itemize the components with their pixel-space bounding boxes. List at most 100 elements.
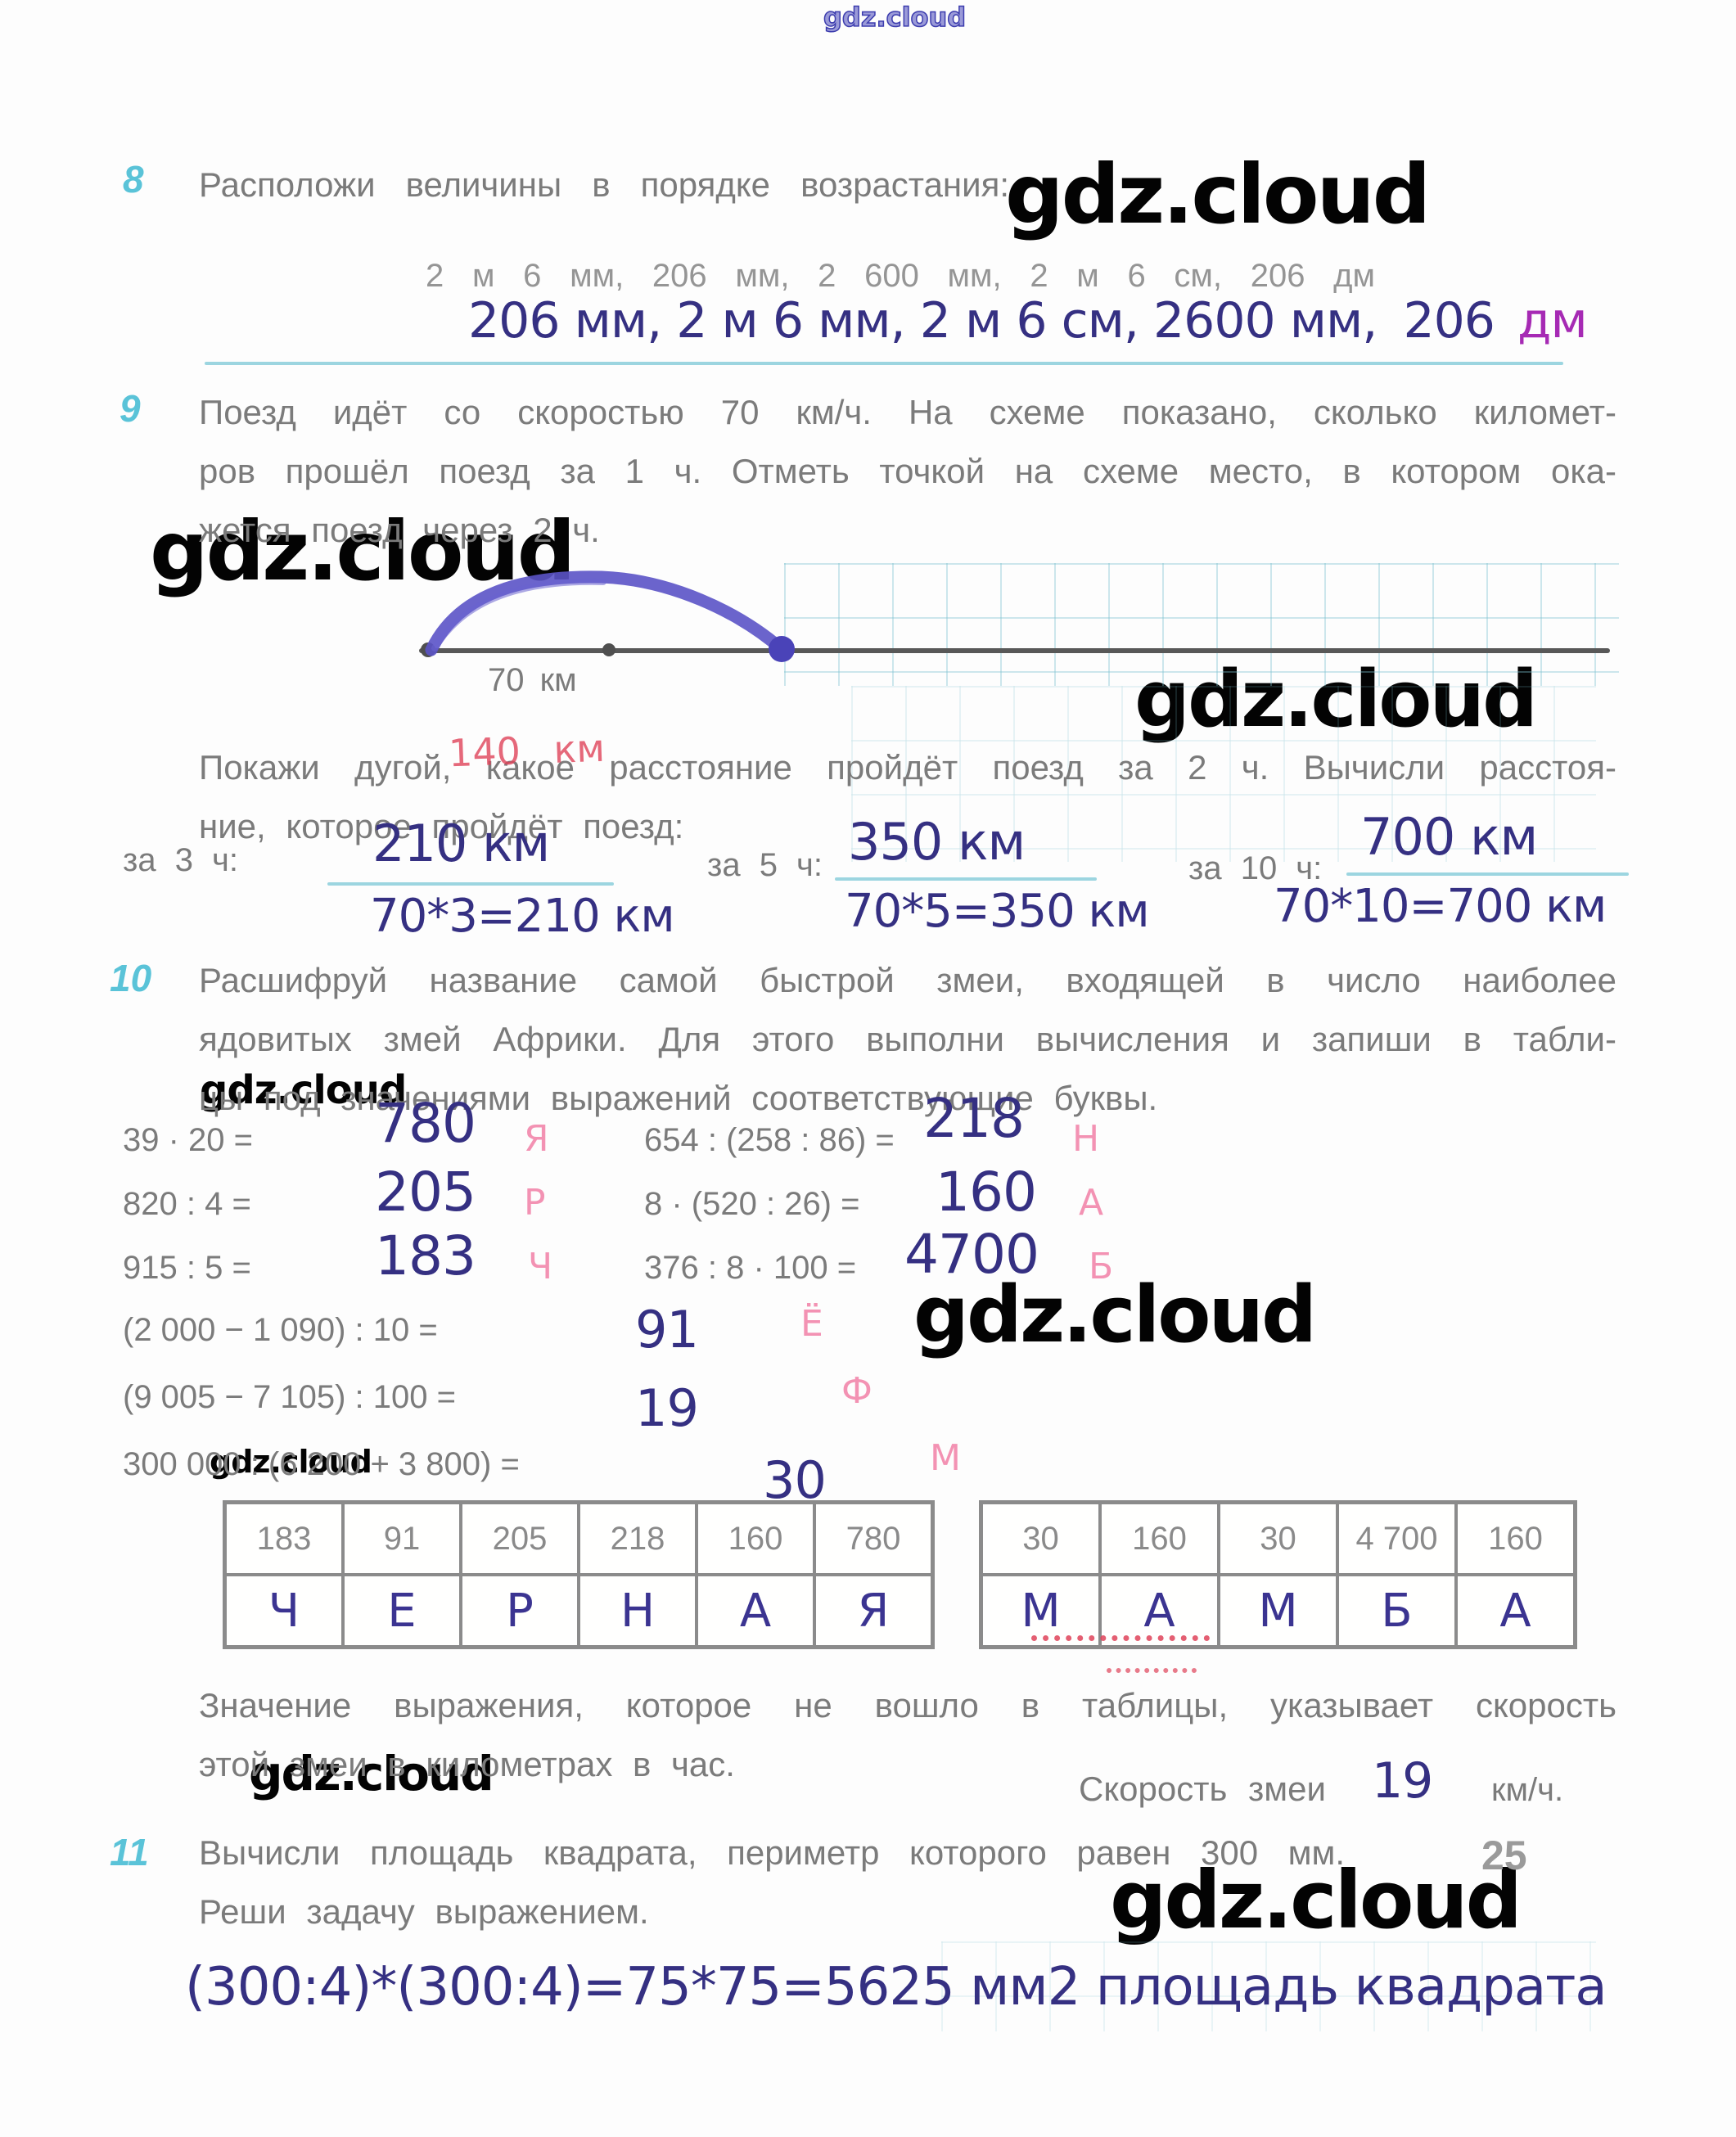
table1-letter: Н — [579, 1575, 697, 1647]
equation-letter-6: Б — [1089, 1246, 1114, 1287]
number-line — [419, 648, 1610, 653]
snake-speed-value: 19 — [1372, 1752, 1433, 1810]
exercise-9-number: 9 — [119, 387, 141, 430]
exercise-11-answer: (300:4)*(300:4)=75*75=5625 мм2 площадь к… — [185, 1957, 1607, 2018]
equation-result-6: 4700 — [904, 1223, 1039, 1286]
work-3h: 70*3=210 км — [370, 890, 675, 943]
table1-value: 780 — [814, 1503, 932, 1575]
table2-letter: А — [1100, 1575, 1219, 1647]
table1-value: 183 — [225, 1503, 343, 1575]
snake-speed-label: Скорость змеи — [1079, 1770, 1326, 1808]
graph-paper-grid-faint — [851, 686, 1596, 862]
table2-letter: М — [981, 1575, 1100, 1647]
exercise-9-prompt2-line1: Покажи дугой, какое расстояние пройдёт п… — [199, 748, 1617, 787]
equation-result-1: 780 — [375, 1092, 476, 1155]
table1-letter: Е — [343, 1575, 461, 1647]
answer-line-10h — [1346, 872, 1629, 876]
watermark-ex8: gdz.cloud — [1005, 147, 1431, 242]
label-za-3h: за 3 ч: — [123, 842, 239, 878]
watermark-bottom: gdz.cloud — [1110, 1854, 1522, 1946]
segment-label-70km: 70 км — [488, 662, 577, 698]
equation-expr-9: 300 000 : (6 200 + 3 800) = — [123, 1446, 520, 1482]
exercise-8-answer-206: 206 — [1403, 292, 1495, 349]
label-za-10h: за 10 ч: — [1188, 850, 1323, 886]
equation-letter-2: Н — [1072, 1118, 1100, 1160]
equation-letter-7: Ё — [800, 1303, 823, 1345]
decode-table-1: 183 91 205 218 160 780 Ч Е Р Н А Я — [223, 1500, 935, 1649]
note-line1: Значение выражения, которое не вошло в т… — [199, 1686, 1617, 1724]
exercise-11-text-line2: Реши задачу выражением. — [199, 1892, 649, 1931]
equation-expr-6: 376 : 8 · 100 = — [644, 1250, 857, 1286]
exercise-11-text-line1: Вычисли площадь квадрата, периметр котор… — [199, 1833, 1345, 1872]
table1-letter: Я — [814, 1575, 932, 1647]
label-za-5h: за 5 ч: — [707, 847, 823, 883]
equation-expr-5: 915 : 5 = — [123, 1250, 251, 1286]
equation-expr-3: 820 : 4 = — [123, 1186, 251, 1222]
table1-letter: Р — [461, 1575, 579, 1647]
equation-expr-1: 39 · 20 = — [123, 1122, 254, 1158]
answer-10h: 700 км — [1360, 807, 1538, 867]
table2-letter: А — [1456, 1575, 1575, 1647]
answer-3h: 210 км — [372, 814, 550, 873]
watermark-top-small: gdz.cloud — [823, 2, 967, 33]
equation-result-9: 30 — [763, 1450, 827, 1510]
table2-value: 160 — [1100, 1503, 1219, 1575]
exercise-9-text-line1: Поезд идёт со скоростью 70 км/ч. На схем… — [199, 393, 1617, 431]
exercise-8-answer-main: 206 мм, 2 м 6 мм, 2 м 6 см, 2600 мм, — [468, 292, 1378, 349]
graph-paper-grid — [784, 563, 1619, 686]
watermark-diagram-right: gdz.cloud — [1134, 655, 1538, 745]
exercise-9-text-line3: жется поезд через 2 ч. — [199, 511, 600, 549]
answer-5h: 350 км — [848, 812, 1026, 872]
equation-expr-7: (2 000 − 1 090) : 10 = — [123, 1312, 438, 1348]
watermark-note: gdz.cloud — [249, 1746, 494, 1801]
work-10h: 70*10=700 км — [1274, 880, 1607, 933]
work-5h: 70*5=350 км — [845, 885, 1150, 938]
exercise-10-number: 10 — [110, 957, 152, 999]
exercise-8-answer-dm: дм — [1517, 292, 1588, 349]
equation-result-5: 183 — [375, 1224, 476, 1287]
table2-value: 30 — [981, 1503, 1100, 1575]
equation-letter-9: М — [930, 1437, 961, 1479]
red-pen-scribble-table — [1031, 1635, 1210, 1641]
table2-value: 4 700 — [1337, 1503, 1456, 1575]
table1-value: 205 — [461, 1503, 579, 1575]
equation-result-2: 218 — [923, 1087, 1025, 1150]
table2-value: 30 — [1219, 1503, 1337, 1575]
equation-result-7: 91 — [635, 1300, 699, 1359]
table1-letter: А — [697, 1575, 814, 1647]
exercise-8-prompt: Расположи величины в порядке возрастания… — [199, 165, 1009, 204]
table2-value: 160 — [1456, 1503, 1575, 1575]
table2-letter: М — [1219, 1575, 1337, 1647]
equation-result-4: 160 — [936, 1161, 1037, 1224]
red-pen-note-140km: 140 км — [448, 725, 606, 776]
exercise-11-number: 11 — [110, 1831, 149, 1873]
equation-letter-4: А — [1079, 1182, 1104, 1224]
equation-result-8: 19 — [635, 1378, 699, 1438]
equation-result-3: 205 — [375, 1161, 476, 1224]
page-number: 25 — [1481, 1833, 1527, 1878]
exercise-8-answer: 206 мм, 2 м 6 мм, 2 м 6 см, 2600 мм, 206… — [468, 296, 1588, 345]
exercise-10-text-line1: Расшифруй название самой быстрой змеи, в… — [199, 961, 1617, 999]
exercise-9-text-line2: ров прошёл поезд за 1 ч. Отметь точкой н… — [199, 452, 1617, 490]
equation-letter-8: Ф — [841, 1370, 873, 1412]
equation-expr-2: 654 : (258 : 86) = — [644, 1122, 895, 1158]
table1-value: 218 — [579, 1503, 697, 1575]
answer-line-ex8 — [205, 362, 1563, 365]
watermark-ex10-small: gdz.cloud — [200, 1067, 407, 1113]
exercise-8-given-values: 2 м 6 мм, 206 мм, 2 600 мм, 2 м 6 см, 20… — [426, 258, 1375, 294]
graph-paper-grid-bottom — [941, 1941, 1596, 2031]
equation-letter-5: Ч — [528, 1246, 553, 1287]
train-position-dot — [769, 636, 795, 662]
number-line-70km-dot — [602, 643, 615, 656]
equation-expr-4: 8 · (520 : 26) = — [644, 1186, 860, 1222]
equation-expr-8: (9 005 − 7 105) : 100 = — [123, 1379, 456, 1415]
note-line2: этой змеи в километрах в час. — [199, 1745, 735, 1783]
exercise-10-text-line3: цы под значениями выражений соответствую… — [199, 1079, 1158, 1117]
equation-letter-3: Р — [524, 1182, 546, 1224]
watermark-tables-small: gdz.cloud — [210, 1444, 372, 1480]
equation-letter-1: Я — [524, 1118, 549, 1160]
exercise-10-text-line2: ядовитых змей Африки. Для этого выполни … — [199, 1020, 1617, 1058]
watermark-diagram-left: gdz.cloud — [150, 503, 575, 599]
table2-letter: Б — [1337, 1575, 1456, 1647]
